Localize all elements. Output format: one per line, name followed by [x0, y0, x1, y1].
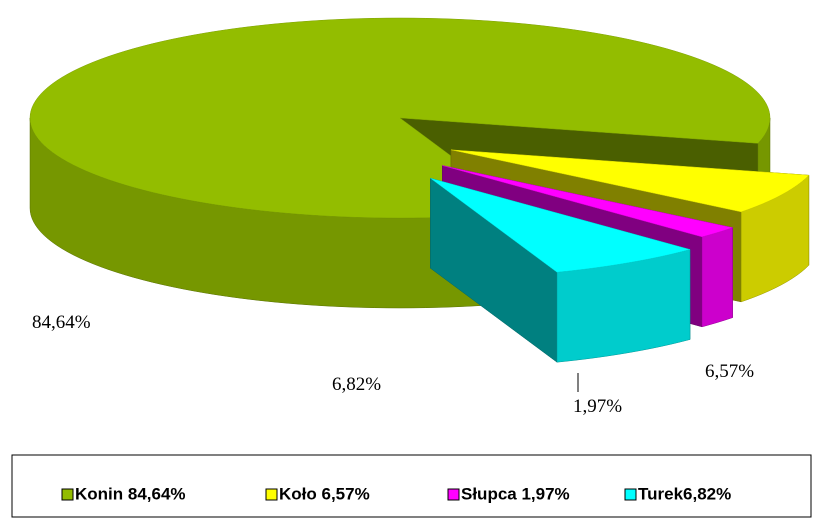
- data-label: 84,64%: [32, 312, 91, 333]
- slice: [442, 165, 734, 238]
- legend-box: [11, 454, 812, 518]
- slice-wall: [701, 227, 733, 328]
- legend-label: Słupca 1,97%: [461, 484, 570, 503]
- slice: [430, 177, 691, 273]
- slice: [29, 17, 771, 219]
- data-label: 1,97%: [573, 396, 622, 417]
- legend-swatch: [265, 488, 278, 501]
- data-label: 6,82%: [332, 374, 381, 395]
- legend-label: Koło 6,57%: [279, 484, 370, 503]
- legend-swatch: [624, 488, 637, 501]
- slice: [450, 149, 810, 213]
- legend-swatch: [447, 488, 460, 501]
- legend-label: Konin 84,64%: [75, 484, 186, 503]
- data-label: 6,57%: [705, 361, 754, 382]
- legend-label: Turek6,82%: [638, 484, 731, 503]
- legend-swatch: [61, 488, 74, 501]
